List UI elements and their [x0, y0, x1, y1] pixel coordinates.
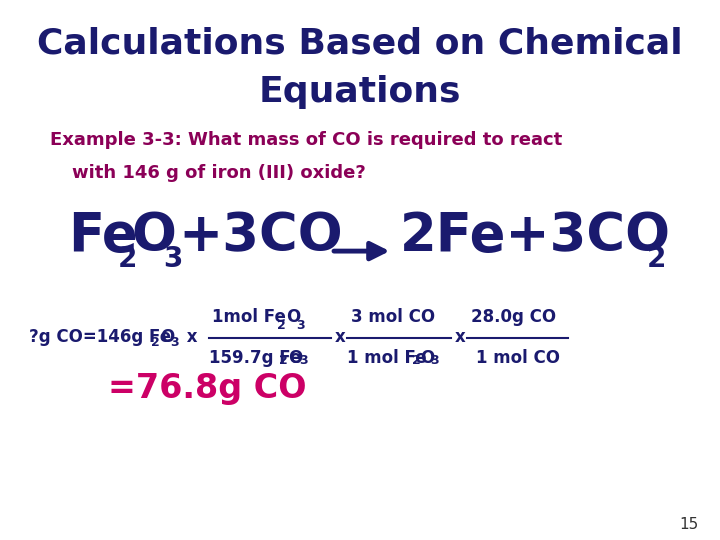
Text: =76.8g CO: =76.8g CO — [108, 372, 307, 406]
Text: x: x — [335, 328, 346, 347]
Text: 3 mol CO: 3 mol CO — [351, 308, 435, 326]
Text: 15: 15 — [679, 517, 698, 532]
Text: Example 3-3: What mass of CO is required to react: Example 3-3: What mass of CO is required… — [50, 131, 562, 150]
Text: with 146 g of iron (III) oxide?: with 146 g of iron (III) oxide? — [72, 164, 366, 182]
Text: O: O — [288, 349, 302, 367]
Text: 3: 3 — [431, 354, 439, 367]
Text: 2: 2 — [647, 245, 666, 273]
Text: x: x — [455, 328, 466, 347]
Text: 2: 2 — [412, 354, 420, 367]
Text: 2Fe+3CO: 2Fe+3CO — [400, 210, 670, 262]
Text: 2: 2 — [151, 336, 160, 349]
Text: 3: 3 — [297, 319, 305, 332]
Text: Equations: Equations — [258, 75, 462, 109]
Text: 28.0g CO: 28.0g CO — [471, 308, 556, 326]
Text: 2: 2 — [279, 354, 288, 367]
Text: ?g CO=146g Fe: ?g CO=146g Fe — [29, 328, 171, 347]
Text: O: O — [161, 328, 175, 347]
Text: O: O — [286, 308, 300, 326]
Text: O: O — [420, 349, 435, 367]
Text: 2: 2 — [117, 245, 137, 273]
Text: 159.7g Fe: 159.7g Fe — [209, 349, 301, 367]
Text: 2: 2 — [277, 319, 286, 332]
Text: Fe: Fe — [68, 210, 138, 262]
Text: +3CO: +3CO — [179, 210, 343, 262]
Text: 3: 3 — [163, 245, 183, 273]
Text: Calculations Based on Chemical: Calculations Based on Chemical — [37, 26, 683, 60]
Text: 1 mol CO: 1 mol CO — [476, 349, 560, 367]
Text: 1 mol Fe: 1 mol Fe — [347, 349, 427, 367]
Text: 3: 3 — [299, 354, 307, 367]
Text: x: x — [181, 328, 198, 347]
Text: 3: 3 — [171, 336, 179, 349]
Text: O: O — [131, 210, 176, 262]
Text: 1mol Fe: 1mol Fe — [212, 308, 287, 326]
